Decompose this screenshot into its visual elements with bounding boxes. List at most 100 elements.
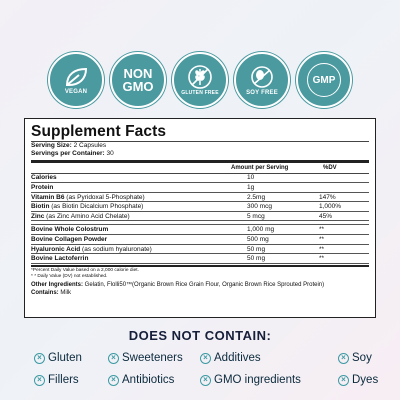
excluded-item-label: Soy xyxy=(352,352,372,364)
wheat-crossed-icon xyxy=(188,65,212,89)
serving-size: Serving Size: 2 Capsules xyxy=(31,142,369,150)
excluded-item-label: Antibiotics xyxy=(122,374,175,386)
other-ingredients: Other Ingredients: Gelatin, Flolli50™(Or… xyxy=(31,281,369,289)
excluded-item: × Gluten xyxy=(34,352,82,364)
gmp-badge: GMP xyxy=(296,52,352,108)
nutrient-detail: (as Pyridoxal 5-Phosphate) xyxy=(64,193,145,201)
table-row: Bovine Whole Colostrum 1,000 mg ** xyxy=(31,225,369,235)
facts-title: Supplement Facts xyxy=(31,123,167,140)
amount-value: 300 mcg xyxy=(247,203,272,211)
nutrient-rows: Calories 10 Protein 1g Vitamin B6 (as Pyrido… xyxy=(31,173,369,222)
dv-value: ** xyxy=(319,245,325,253)
soy-free-badge: SOY FREE xyxy=(234,52,290,108)
dv-value: ** xyxy=(319,255,325,263)
amount-value: 1g xyxy=(247,183,255,191)
ingredient-rows: Bovine Whole Colostrum 1,000 mg ** Bovine C… xyxy=(31,225,369,264)
nutrient-name: Calories xyxy=(31,174,57,182)
row-name: Vitamin B6 (as Pyridoxal 5-Phosphate) xyxy=(31,193,145,203)
excluded-item-label: Dyes xyxy=(352,374,379,386)
other-ingredients-label: Other Ingredients: xyxy=(31,282,84,289)
x-circle-icon: × xyxy=(200,374,211,386)
non-gmo-line2: GMO xyxy=(122,79,154,94)
x-circle-icon: × xyxy=(108,352,119,364)
nutrient-detail: (as Zinc Amino Acid Chelate) xyxy=(44,212,130,220)
vegan-label: VEGAN xyxy=(64,88,88,95)
header-amount: Amount per Serving xyxy=(231,164,289,171)
contains: Contains: Milk xyxy=(31,289,369,297)
supplement-facts-panel: Supplement Facts Serving Size: 2 Capsule… xyxy=(24,118,376,318)
row-name: Bovine Lactoferrin xyxy=(31,254,88,264)
gmp-seal: GMP xyxy=(307,63,341,97)
x-circle-icon: × xyxy=(34,374,45,386)
divider xyxy=(31,141,369,142)
does-not-contain-title: DOES NOT CONTAIN: xyxy=(128,328,272,343)
divider xyxy=(31,159,369,163)
amount-value: 10 xyxy=(247,174,255,182)
amount-value: 50 mg xyxy=(247,255,266,263)
row-name: Biotin (as Biotin Dicalcium Phosphate) xyxy=(31,202,143,212)
row-name: Protein xyxy=(31,183,53,193)
nutrient-name: Protein xyxy=(31,183,54,191)
other-ingredients-value: Gelatin, Flolli50™(Organic Brown Rice Gr… xyxy=(83,282,325,289)
x-circle-icon: × xyxy=(338,374,349,386)
servings-value: 30 xyxy=(106,149,114,157)
divider xyxy=(31,264,369,268)
gluten-free-label: GLUTEN FREE xyxy=(181,90,219,96)
non-gmo-line1: NON xyxy=(123,66,153,81)
table-row: Calories 10 xyxy=(31,173,369,183)
footnotes: *Percent Daily Value based on a 2,000 ca… xyxy=(31,267,369,280)
amount-value: 50 mg xyxy=(247,245,266,253)
dv-value: 1,000% xyxy=(319,203,342,211)
table-row: Bovine Collagen Powder 500 mg ** xyxy=(31,235,369,245)
dv-value: 45% xyxy=(319,212,333,220)
contains-label: Contains: xyxy=(31,290,59,297)
servings-per-container: Servings per Container: 30 xyxy=(31,150,369,158)
divider xyxy=(31,172,369,174)
row-name: Hyaluronic Acid (as sodium hyaluronate) xyxy=(31,245,152,255)
row-name: Calories xyxy=(31,173,57,183)
gmp-label: GMP xyxy=(312,74,336,86)
excluded-item: × Sweeteners xyxy=(108,352,183,364)
amount-value: 2.5mg xyxy=(247,193,266,201)
nutrient-name: Biotin xyxy=(31,203,50,211)
excluded-item: × GMO ingredients xyxy=(200,374,301,386)
footnote-dv: *Percent Daily Value based on a 2,000 ca… xyxy=(31,268,139,274)
table-row: Protein 1g xyxy=(31,183,369,193)
x-circle-icon: × xyxy=(200,352,211,364)
header-dv: %DV xyxy=(323,164,337,171)
excluded-item-label: GMO ingredients xyxy=(214,374,301,386)
soy-free-label: SOY FREE xyxy=(246,89,278,96)
contains-value: Milk xyxy=(58,290,72,297)
nutrient-name: Bovine Whole Colostrum xyxy=(31,226,109,234)
dv-value: ** xyxy=(319,226,325,234)
excluded-item: × Additives xyxy=(200,352,261,364)
dv-value: ** xyxy=(319,235,325,243)
excluded-item-label: Gluten xyxy=(48,352,82,364)
nutrient-detail: (as sodium hyaluronate) xyxy=(80,245,152,253)
table-row: Zinc (as Zinc Amino Acid Chelate) 5 mcg 45… xyxy=(31,212,369,222)
divider xyxy=(31,221,369,226)
excluded-item-label: Sweeteners xyxy=(122,352,183,364)
table-row: Biotin (as Biotin Dicalcium Phosphate) 30… xyxy=(31,202,369,212)
nutrient-name: Bovine Lactoferrin xyxy=(31,255,89,263)
table-row: Hyaluronic Acid (as sodium hyaluronate) 5… xyxy=(31,245,369,255)
excluded-item: × Soy xyxy=(338,352,372,364)
amount-value: 1,000 mg xyxy=(247,226,275,234)
excluded-item-label: Fillers xyxy=(48,374,79,386)
excluded-item: × Antibiotics xyxy=(108,374,174,386)
nutrient-detail: (as Biotin Dicalcium Phosphate) xyxy=(49,203,144,211)
gluten-free-badge: GLUTEN FREE xyxy=(172,52,228,108)
serving-size-label: Serving Size: xyxy=(31,141,72,149)
amount-value: 5 mcg xyxy=(247,212,265,220)
certification-badges: VEGAN NON GMO GLUTEN FREE SOY FREE GMP xyxy=(48,52,354,108)
table-row: Bovine Lactoferrin 50 mg ** xyxy=(31,254,369,264)
amount-value: 500 mg xyxy=(247,235,269,243)
soybean-icon xyxy=(251,65,273,88)
row-name: Bovine Whole Colostrum xyxy=(31,225,108,235)
x-circle-icon: × xyxy=(34,352,45,364)
x-circle-icon: × xyxy=(108,374,119,386)
excluded-item: × Dyes xyxy=(338,374,378,386)
nutrient-name: Bovine Collagen Powder xyxy=(31,235,108,243)
vegan-badge: VEGAN xyxy=(48,52,104,108)
row-name: Zinc (as Zinc Amino Acid Chelate) xyxy=(31,212,130,222)
